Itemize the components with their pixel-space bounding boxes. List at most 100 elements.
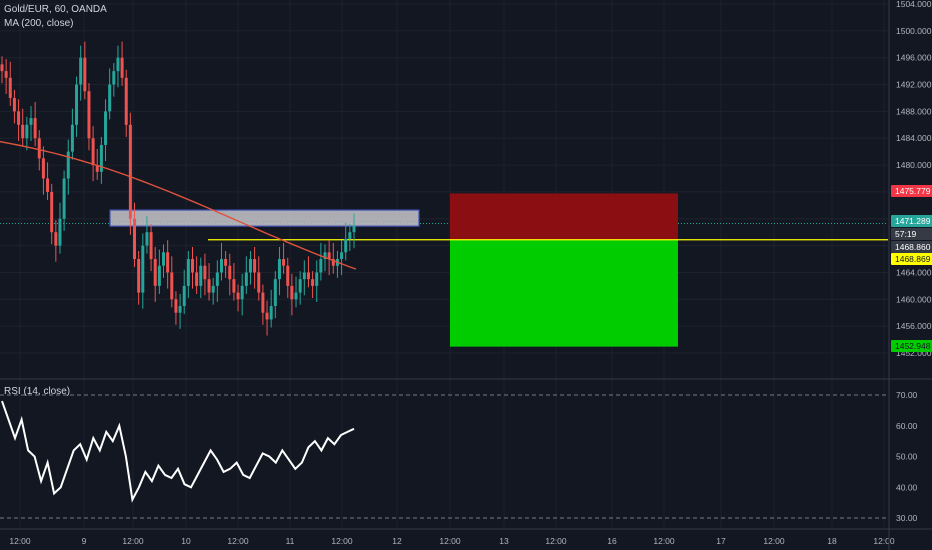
candle-body [153, 259, 157, 286]
candle-body [352, 225, 356, 233]
price-axis-tick-label: 1504.000 [896, 0, 932, 9]
candle-body [215, 272, 219, 286]
candle-body [4, 71, 8, 78]
candle-body [87, 91, 91, 139]
price-axis-badge-label: 1468.869 [895, 254, 931, 264]
candle-body [323, 252, 327, 260]
x-axis-tick-label: 12:00 [331, 536, 353, 546]
rsi-axis-tick-label: 30.00 [896, 513, 918, 523]
candle-body [145, 232, 149, 246]
candle-body [8, 77, 12, 98]
candle-body [195, 272, 199, 286]
candle-body [99, 144, 103, 172]
candle-body [124, 77, 128, 125]
candle-body [25, 124, 29, 139]
candle-body [58, 218, 62, 246]
price-axis-tick-label: 1464.000 [896, 267, 932, 277]
candle-body [0, 64, 4, 72]
price-axis-tick-label: 1460.000 [896, 294, 932, 304]
candle-body [253, 259, 257, 273]
price-axis-tick-label: 1492.000 [896, 80, 932, 90]
x-axis-tick-label: 10 [181, 536, 191, 546]
candle-body [116, 57, 120, 72]
candle-body [207, 279, 211, 293]
candle-body [340, 252, 344, 260]
x-axis-tick-label: 12:00 [873, 536, 895, 546]
symbol-title[interactable]: Gold/EUR, 60, OANDA [4, 4, 107, 15]
candle-body [91, 138, 95, 166]
candle-body [79, 57, 83, 85]
candle-body [186, 259, 190, 286]
price-axis-tick-label: 1500.000 [896, 26, 932, 36]
candle-body [224, 259, 228, 266]
candle-body [62, 178, 66, 219]
x-axis-tick-label: 12:00 [545, 536, 567, 546]
candle-body [17, 111, 21, 125]
candle-body [190, 259, 194, 273]
candle-body [12, 97, 16, 112]
candle-body [219, 259, 223, 273]
candle-body [182, 285, 186, 307]
candle-body [41, 158, 45, 179]
price-axis-tick-label: 1496.000 [896, 53, 932, 63]
stop-loss-zone [450, 193, 678, 240]
candle-body [157, 265, 161, 286]
candle-body [54, 232, 58, 246]
take-profit-zone [450, 239, 678, 347]
candle-body [302, 272, 306, 280]
candle-body [344, 238, 348, 253]
price-axis-tick-label: 1488.000 [896, 106, 932, 116]
x-axis-tick-label: 12:00 [763, 536, 785, 546]
x-axis-tick-label: 12:00 [122, 536, 144, 546]
candle-body [236, 292, 240, 300]
candle-body [315, 272, 319, 286]
candle-body [311, 279, 315, 286]
candle-body [21, 124, 25, 139]
candle-body [290, 285, 294, 300]
candle-body [46, 178, 50, 192]
x-axis-tick-label: 12:00 [9, 536, 31, 546]
candle-body [133, 218, 137, 260]
price-axis-tick-label: 1456.000 [896, 321, 932, 331]
candle-body [240, 285, 244, 300]
candle-body [306, 272, 310, 280]
price-axis-badge [891, 215, 932, 227]
candle-body [269, 306, 273, 320]
x-axis-tick-label: 12:00 [227, 536, 249, 546]
price-axis-badge [891, 228, 932, 240]
x-axis-tick-label: 13 [499, 536, 509, 546]
x-axis-tick-label: 12:00 [653, 536, 675, 546]
rsi-indicator-label[interactable]: RSI (14, close) [4, 386, 71, 397]
price-axis-badge [891, 185, 932, 197]
candle-body [228, 265, 232, 280]
candle-body [104, 111, 108, 145]
candle-body [286, 265, 290, 286]
price-axis-badge [891, 340, 932, 352]
candle-body [331, 259, 335, 266]
candle-body [162, 252, 166, 266]
rsi-axis-tick-label: 40.00 [896, 482, 918, 492]
price-axis-badge [891, 241, 932, 253]
moving-average-line [0, 140, 357, 270]
rsi-axis-tick-label: 70.00 [896, 390, 918, 400]
rsi-axis-tick-label: 60.00 [896, 421, 918, 431]
candle-body [37, 138, 41, 159]
candle-body [137, 259, 141, 293]
candle-body [257, 272, 261, 293]
candle-body [33, 118, 37, 139]
candle-body [50, 191, 54, 233]
candle-body [282, 259, 286, 266]
price-axis-badge-label: 57:19 [895, 229, 917, 239]
candle-body [294, 292, 298, 300]
x-axis-tick-label: 12 [392, 536, 402, 546]
x-axis-tick-label: 12:00 [439, 536, 461, 546]
candle-body [95, 165, 99, 172]
ma-indicator-label[interactable]: MA (200, close) [4, 18, 74, 29]
candle-body [248, 259, 252, 273]
candle-body [112, 71, 116, 85]
rsi-axis-tick-label: 50.00 [896, 452, 918, 462]
candle-body [66, 151, 70, 179]
x-axis-tick-label: 17 [716, 536, 726, 546]
candle-body [128, 124, 132, 219]
